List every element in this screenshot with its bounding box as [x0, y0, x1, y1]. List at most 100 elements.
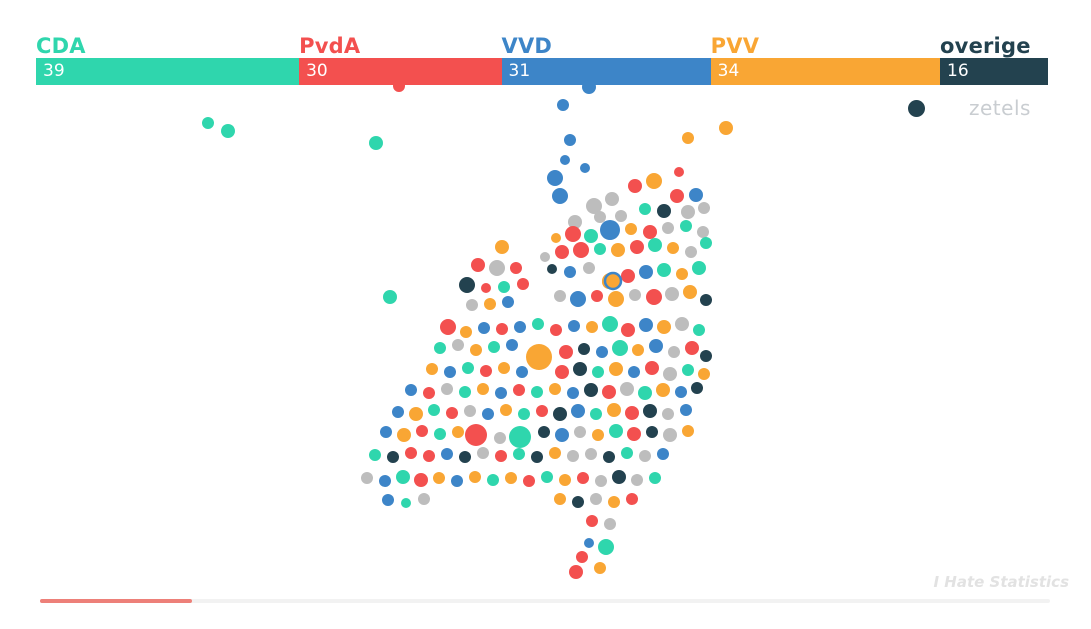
map-dot: [498, 281, 510, 293]
map-dot: [428, 404, 440, 416]
map-dot: [516, 366, 528, 378]
map-dot: [513, 448, 525, 460]
map-dot: [683, 285, 697, 299]
map-dot: [682, 425, 694, 437]
legend: zetels: [908, 96, 1031, 120]
map-dot: [549, 383, 561, 395]
map-dot: [469, 471, 481, 483]
map-dot: [719, 121, 733, 135]
seat-segment-overige[interactable]: 16: [940, 58, 1048, 85]
watermark-label: I Hate Statistics: [933, 573, 1069, 591]
map-dot: [657, 263, 671, 277]
map-dot: [462, 362, 474, 374]
map-dot: [643, 404, 657, 418]
map-dot: [488, 341, 500, 353]
map-dot: [630, 240, 644, 254]
map-dot: [685, 341, 699, 355]
map-dot: [549, 447, 561, 459]
map-dot: [568, 320, 580, 332]
map-dot: [409, 407, 423, 421]
seat-segment-pvda[interactable]: 30: [299, 58, 502, 85]
map-dot: [674, 167, 684, 177]
map-dot: [441, 448, 453, 460]
map-dot: [551, 233, 561, 243]
seat-chart-bar: 39 30 31 34 16: [36, 58, 1048, 85]
map-dot: [621, 447, 633, 459]
map-dot: [567, 450, 579, 462]
map-dot: [625, 223, 637, 235]
map-dot: [681, 205, 695, 219]
map-dot: [698, 368, 710, 380]
map-dot: [685, 246, 697, 258]
map-dot: [383, 290, 397, 304]
map-dot: [657, 448, 669, 460]
map-dot: [680, 404, 692, 416]
map-dot: [379, 475, 391, 487]
map-dot: [416, 425, 428, 437]
map-dot: [444, 366, 456, 378]
map-dot: [502, 296, 514, 308]
map-dot: [576, 551, 588, 563]
map-dot: [676, 268, 688, 280]
map-dot: [689, 188, 703, 202]
map-dot: [434, 342, 446, 354]
party-label-pvda: PvdA: [299, 34, 361, 58]
map-dot: [646, 173, 662, 189]
map-dot: [396, 470, 410, 484]
map-dot: [434, 428, 446, 440]
map-dot: [700, 350, 712, 362]
map-dot: [538, 426, 550, 438]
map-dot: [382, 494, 394, 506]
map-dot: [631, 474, 643, 486]
map-dot-highlighted: [603, 271, 623, 291]
map-dot: [592, 366, 604, 378]
map-dot: [609, 424, 623, 438]
map-dot: [565, 226, 581, 242]
map-dot: [531, 451, 543, 463]
seat-segment-pvv[interactable]: 34: [710, 58, 941, 85]
party-label-vvd: VVD: [501, 34, 553, 58]
party-label-pvv: PVV: [710, 34, 760, 58]
map-dot: [657, 320, 671, 334]
map-dot: [441, 383, 453, 395]
seat-count-cda: 39: [43, 61, 65, 81]
legend-unit-label: zetels: [969, 96, 1031, 120]
map-dot: [621, 323, 635, 337]
map-dot: [628, 179, 642, 193]
map-dot: [478, 322, 490, 334]
seat-segment-cda[interactable]: 39: [36, 58, 300, 85]
seat-segment-vvd[interactable]: 31: [501, 58, 711, 85]
map-dot: [496, 323, 508, 335]
seat-count-vvd: 31: [508, 61, 531, 81]
map-dot: [401, 498, 411, 508]
map-dot: [513, 384, 525, 396]
map-dot: [532, 318, 544, 330]
map-dot: [495, 387, 507, 399]
progress-fill: [40, 599, 192, 603]
map-dot: [670, 189, 684, 203]
map-dot: [369, 449, 381, 461]
map-dot: [494, 432, 506, 444]
map-dot: [607, 403, 621, 417]
map-dot: [573, 242, 589, 258]
map-dot: [369, 136, 383, 150]
filled-circle-icon: [908, 99, 925, 117]
map-dot: [446, 407, 458, 419]
map-dot: [505, 472, 517, 484]
map-dot: [675, 317, 689, 331]
map-dot: [387, 451, 399, 463]
map-dot: [559, 345, 573, 359]
map-dot: [554, 290, 566, 302]
map-dot: [459, 451, 471, 463]
map-dot: [668, 346, 680, 358]
map-dot: [531, 386, 543, 398]
map-dot: [611, 243, 625, 257]
map-dot: [559, 474, 571, 486]
map-dot: [426, 363, 438, 375]
map-dot: [586, 198, 602, 214]
map-dot: [477, 383, 489, 395]
map-dot: [594, 243, 606, 255]
map-dot: [612, 470, 626, 484]
progress-track[interactable]: [40, 599, 1050, 603]
map-dot: [626, 493, 638, 505]
